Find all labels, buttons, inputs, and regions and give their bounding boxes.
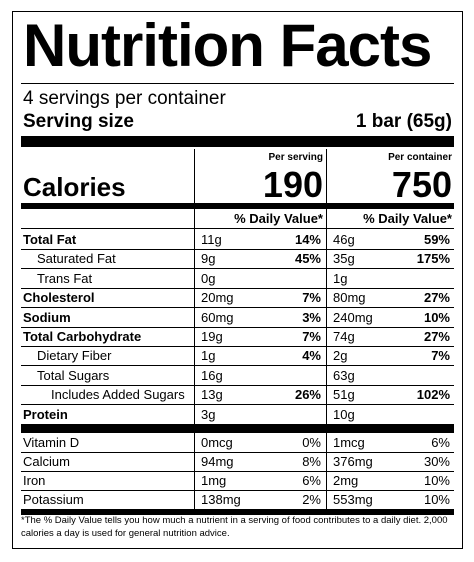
- micronutrient-container-amount: 376mg: [333, 454, 373, 469]
- micronutrient-container-amount: 553mg: [333, 492, 373, 507]
- micronutrient-serving-amount: 138mg: [201, 492, 241, 507]
- nutrient-name: Saturated Fat: [37, 251, 116, 267]
- nutrient-row: Dietary Fiber 1g 4% 2g 7%: [21, 346, 454, 367]
- nutrient-container-amount: 35g: [333, 251, 355, 267]
- nutrient-container-amount: 240mg: [333, 309, 373, 325]
- nutrient-serving-dv: 14%: [294, 232, 321, 247]
- nutrient-name: Cholesterol: [23, 290, 95, 306]
- nutrient-serving-amount: 9g: [201, 251, 216, 267]
- nutrient-row: Total Carbohydrate 19g 7% 74g 27%: [21, 327, 454, 347]
- nutrient-name: Includes Added Sugars: [51, 387, 185, 403]
- nutrient-serving-amount: 13g: [201, 387, 223, 403]
- calories-divider: [21, 203, 454, 209]
- micronutrient-name: Calcium: [23, 454, 70, 469]
- nutrient-container-amount: 2g: [333, 348, 348, 364]
- footnote: *The % Daily Value tells you how much a …: [21, 515, 448, 539]
- nutrient-row: Total Sugars 16g 63g: [21, 366, 454, 386]
- nutrient-serving-dv: 7%: [302, 290, 321, 306]
- nutrient-serving-amount: 1g: [201, 348, 216, 364]
- nutrient-container-amount: 63g: [333, 367, 355, 383]
- micronutrient-serving-dv: 2%: [302, 492, 321, 507]
- nutrient-serving-dv: 45%: [294, 251, 321, 267]
- nutrient-container-dv: 59%: [423, 232, 450, 247]
- nutrient-name: Total Carbohydrate: [23, 329, 142, 344]
- nutrient-row: Cholesterol 20mg 7% 80mg 27%: [21, 288, 454, 309]
- calories-per-container: 750: [391, 164, 452, 205]
- footnote-divider: [21, 509, 454, 515]
- micronutrient-serving-amount: 1mg: [201, 473, 227, 488]
- nutrient-container-dv: 27%: [423, 290, 450, 306]
- micronutrient-row: Calcium 94mg 8% 376mg 30%: [21, 452, 454, 472]
- nutrient-row: Total Fat 11g 14% 46g 59%: [21, 230, 454, 250]
- serving-size-label: Serving size: [23, 111, 134, 132]
- serving-dv-header: % Daily Value*: [234, 211, 323, 226]
- micronutrient-row: Potassium 138mg 2% 553mg 10%: [21, 490, 454, 510]
- nutrient-container-amount: 80mg: [333, 290, 366, 306]
- nutrient-serving-dv: 3%: [302, 309, 321, 325]
- micronutrient-container-dv: 6%: [431, 435, 450, 450]
- nutrient-serving-amount: 60mg: [201, 309, 234, 325]
- nutrient-name: Protein: [23, 406, 68, 422]
- thick-divider-top: [21, 136, 454, 147]
- nutrient-serving-dv: 7%: [302, 329, 321, 344]
- serving-size-value: 1 bar (65g): [355, 111, 452, 132]
- nutrition-facts-label: Nutrition Facts 4 servings per container…: [12, 11, 463, 549]
- nutrient-container-dv: 102%: [416, 387, 450, 403]
- micronutrient-serving-amount: 94mg: [201, 454, 234, 469]
- nutrient-container-dv: 27%: [423, 329, 450, 344]
- nutrient-serving-amount: 3g: [201, 406, 216, 422]
- micronutrient-container-dv: 10%: [423, 473, 450, 488]
- micronutrient-serving-amount: 0mcg: [201, 435, 233, 450]
- nutrient-container-amount: 51g: [333, 387, 355, 403]
- nutrient-serving-dv: 4%: [302, 348, 321, 364]
- calories-per-serving: 190: [262, 164, 323, 205]
- nutrient-row: Protein 3g 10g: [21, 405, 454, 425]
- nutrient-name: Sodium: [23, 309, 71, 325]
- micronutrient-container-amount: 2mg: [333, 473, 359, 488]
- per-serving-header: Per serving: [268, 152, 323, 163]
- servings-per-container: 4 servings per container: [23, 88, 226, 109]
- micronutrient-row: Vitamin D 0mcg 0% 1mcg 6%: [21, 433, 454, 453]
- nutrient-row: Sodium 60mg 3% 240mg 10%: [21, 308, 454, 328]
- nutrient-name: Total Sugars: [37, 367, 110, 383]
- container-dv-header: % Daily Value*: [363, 211, 452, 226]
- nutrient-name: Trans Fat: [37, 270, 93, 286]
- nutrient-serving-amount: 19g: [201, 329, 223, 344]
- nutrient-serving-amount: 11g: [201, 232, 222, 247]
- nutrient-name: Total Fat: [23, 232, 77, 247]
- nutrient-row: Saturated Fat 9g 45% 35g 175%: [21, 249, 454, 270]
- column-divider-right: [326, 149, 327, 509]
- title-divider: [21, 83, 454, 84]
- nutrient-container-dv: 175%: [416, 251, 450, 267]
- nutrient-container-amount: 10g: [333, 406, 355, 422]
- nutrient-row: Trans Fat 0g 1g: [21, 269, 454, 289]
- micronutrient-container-dv: 10%: [423, 492, 450, 507]
- nutrient-container-amount: 74g: [333, 329, 355, 344]
- micronutrient-container-dv: 30%: [423, 454, 450, 469]
- micronutrient-serving-dv: 8%: [302, 454, 321, 469]
- nutrient-container-dv: 10%: [423, 309, 450, 325]
- nutrient-container-amount: 46g: [333, 232, 355, 247]
- micronutrient-serving-dv: 0%: [302, 435, 321, 450]
- column-divider-left: [194, 149, 195, 509]
- label-title: Nutrition Facts: [23, 12, 432, 79]
- micronutrient-container-amount: 1mcg: [333, 435, 365, 450]
- micronutrient-name: Iron: [23, 473, 46, 488]
- nutrient-serving-amount: 16g: [201, 367, 223, 383]
- nutrient-container-amount: 1g: [333, 270, 348, 286]
- dv-header-divider: [21, 228, 454, 229]
- per-container-header: Per container: [388, 152, 452, 163]
- nutrient-serving-dv: 26%: [294, 387, 321, 403]
- nutrient-serving-amount: 0g: [201, 270, 216, 286]
- thick-divider-vitamins: [21, 424, 454, 433]
- calories-label: Calories: [23, 172, 126, 202]
- nutrient-serving-amount: 20mg: [201, 290, 234, 306]
- nutrient-name: Dietary Fiber: [37, 348, 112, 364]
- micronutrient-name: Potassium: [23, 492, 84, 507]
- micronutrient-row: Iron 1mg 6% 2mg 10%: [21, 471, 454, 491]
- nutrient-row: Includes Added Sugars 13g 26% 51g 102%: [21, 385, 454, 406]
- micronutrient-name: Vitamin D: [23, 435, 80, 450]
- micronutrient-serving-dv: 6%: [302, 473, 321, 488]
- nutrient-container-dv: 7%: [431, 348, 450, 364]
